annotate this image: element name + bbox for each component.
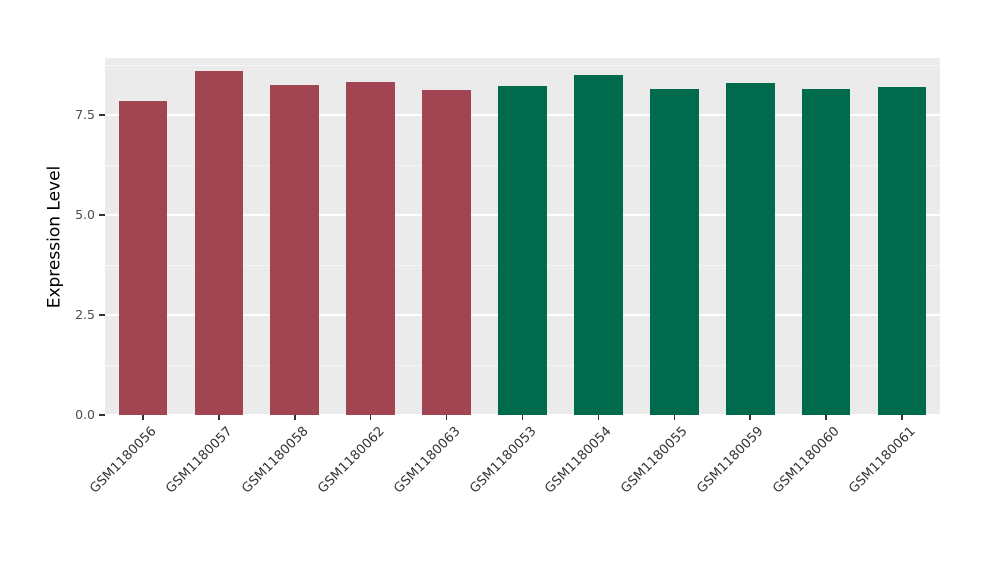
bar-GSM1180056 [118, 101, 168, 415]
x-axis-tick [445, 415, 448, 420]
y-axis-tick [99, 414, 105, 416]
x-axis-tick [749, 415, 751, 420]
x-axis-tick [142, 415, 144, 420]
gridline-minor [105, 64, 940, 66]
y-axis-tick-label: 0.0 [75, 407, 95, 422]
y-axis-tick-label: 2.5 [75, 307, 95, 322]
bar-GSM1180055 [650, 89, 699, 415]
x-axis-tick [597, 415, 600, 420]
y-axis-tick-label: 5.0 [75, 207, 95, 222]
bar-GSM1180054 [574, 75, 623, 415]
x-axis-tick [218, 415, 220, 420]
bar-GSM1180060 [801, 89, 851, 415]
bar-GSM1180061 [877, 87, 927, 415]
bar-GSM1180059 [725, 83, 775, 415]
y-axis-tick [99, 214, 105, 216]
x-axis-tick [825, 415, 827, 420]
bar-GSM1180057 [194, 71, 244, 415]
bar-GSM1180062 [346, 82, 395, 415]
x-axis-tick [369, 415, 372, 420]
x-axis-tick [521, 415, 524, 420]
y-axis-tick [99, 114, 105, 116]
y-axis-title-text: Expression Level [44, 165, 64, 308]
x-axis-tick [673, 415, 676, 420]
y-axis-tick-label: 7.5 [75, 107, 95, 122]
y-axis-tick [99, 314, 105, 316]
bar-GSM1180053 [498, 86, 547, 415]
plot-panel [105, 58, 940, 416]
bar-GSM1180058 [270, 85, 320, 415]
x-axis-tick [901, 415, 903, 420]
bar-GSM1180063 [422, 90, 471, 415]
x-axis-tick [294, 415, 296, 420]
